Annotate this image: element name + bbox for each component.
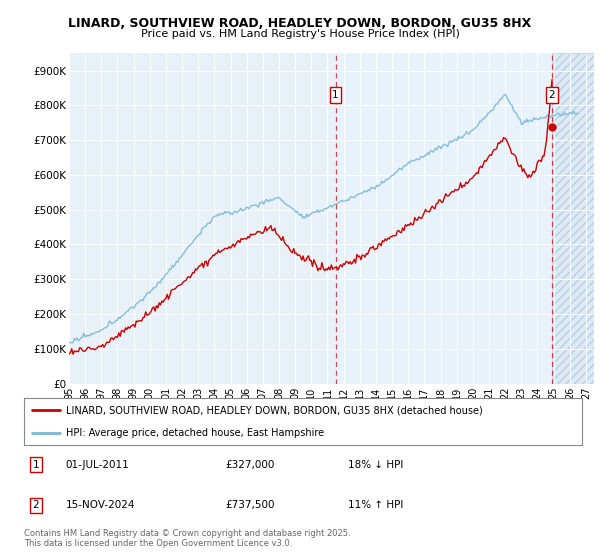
Text: LINARD, SOUTHVIEW ROAD, HEADLEY DOWN, BORDON, GU35 8HX: LINARD, SOUTHVIEW ROAD, HEADLEY DOWN, BO… bbox=[68, 17, 532, 30]
Text: 2: 2 bbox=[548, 90, 555, 100]
Text: HPI: Average price, detached house, East Hampshire: HPI: Average price, detached house, East… bbox=[66, 428, 324, 438]
Text: 11% ↑ HPI: 11% ↑ HPI bbox=[347, 501, 403, 510]
Text: 1: 1 bbox=[32, 460, 39, 470]
Text: Price paid vs. HM Land Registry's House Price Index (HPI): Price paid vs. HM Land Registry's House … bbox=[140, 29, 460, 39]
Text: 15-NOV-2024: 15-NOV-2024 bbox=[66, 501, 136, 510]
Bar bbox=[551, 53, 594, 384]
Text: LINARD, SOUTHVIEW ROAD, HEADLEY DOWN, BORDON, GU35 8HX (detached house): LINARD, SOUTHVIEW ROAD, HEADLEY DOWN, BO… bbox=[66, 405, 482, 416]
Text: Contains HM Land Registry data © Crown copyright and database right 2025.
This d: Contains HM Land Registry data © Crown c… bbox=[24, 529, 350, 548]
Text: 18% ↓ HPI: 18% ↓ HPI bbox=[347, 460, 403, 470]
Text: £737,500: £737,500 bbox=[225, 501, 274, 510]
Bar bbox=[335, 53, 594, 384]
Text: 2: 2 bbox=[32, 501, 39, 510]
Text: 01-JUL-2011: 01-JUL-2011 bbox=[66, 460, 130, 470]
Text: £327,000: £327,000 bbox=[225, 460, 274, 470]
Text: 1: 1 bbox=[332, 90, 339, 100]
